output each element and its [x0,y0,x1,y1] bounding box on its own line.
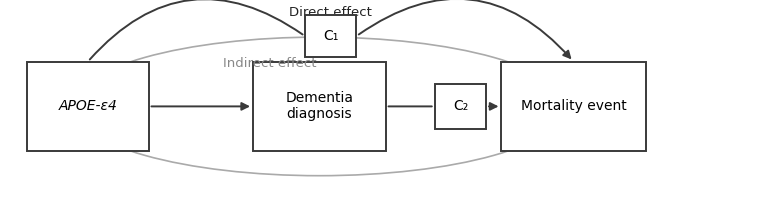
Text: Mortality event: Mortality event [521,99,626,113]
Text: APOE-ε4: APOE-ε4 [59,99,117,113]
Text: C₂: C₂ [453,99,468,113]
FancyBboxPatch shape [305,15,356,57]
Text: Indirect effect: Indirect effect [223,57,317,70]
FancyBboxPatch shape [502,62,645,151]
Text: C₁: C₁ [323,29,338,43]
FancyBboxPatch shape [27,62,149,151]
FancyBboxPatch shape [435,84,486,129]
FancyBboxPatch shape [253,62,385,151]
Text: Direct effect: Direct effect [290,5,372,19]
Text: Dementia
diagnosis: Dementia diagnosis [285,91,353,121]
